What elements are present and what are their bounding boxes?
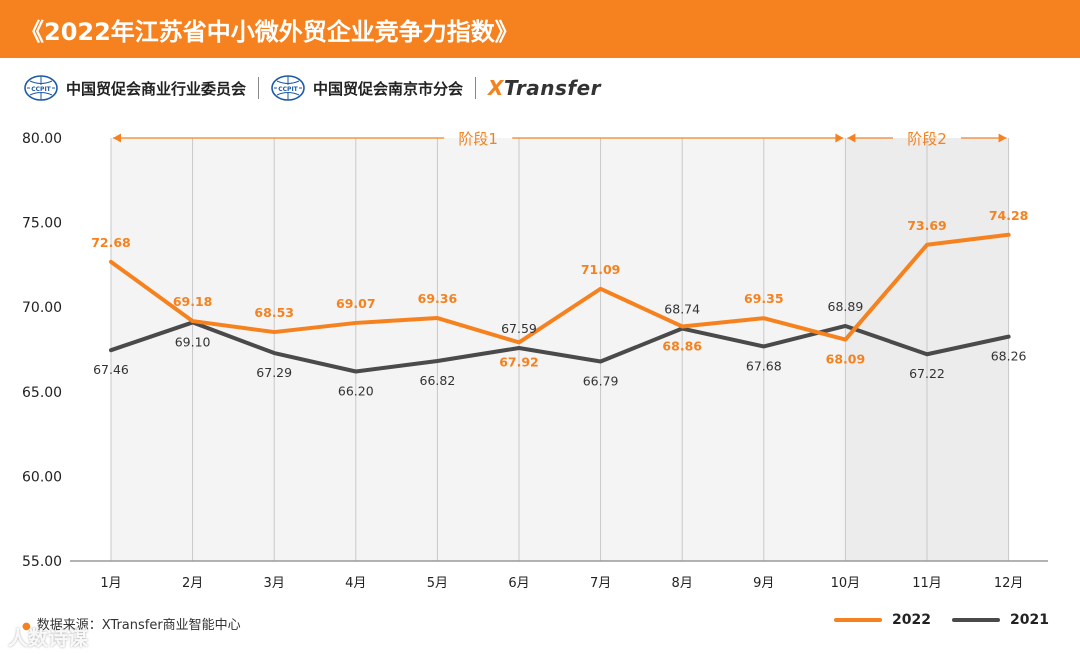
data-label-2021: 67.22 — [909, 366, 945, 381]
stage-2-arrow-left-icon — [847, 133, 856, 143]
org-logo-1: CCPIT 中国贸促会商业行业委员会 — [24, 75, 246, 101]
series-line-2022 — [109, 232, 1011, 345]
stage-1-arrow-left-icon — [113, 133, 121, 143]
legend-label-2021: 2021 — [1010, 612, 1049, 628]
stage-2-arrow-right-icon — [998, 133, 1007, 143]
x-tick-label: 5月 — [427, 576, 448, 591]
xtransfer-logo-x: X — [488, 76, 504, 100]
y-tick-label: 70.00 — [22, 300, 62, 316]
data-label-2022: 69.18 — [173, 294, 213, 309]
logo-divider — [258, 77, 260, 99]
svg-text:CCPIT: CCPIT — [31, 86, 51, 93]
legend-label-2022: 2022 — [892, 612, 931, 628]
title-bar: 《2022年江苏省中小微外贸企业竞争力指数》 — [0, 0, 1080, 58]
data-label-2022: 73.69 — [907, 218, 947, 233]
x-tick-label: 10月 — [831, 576, 861, 591]
y-tick-label: 75.00 — [22, 216, 62, 232]
data-label-2022: 69.35 — [744, 291, 784, 306]
data-label-2022: 71.09 — [581, 262, 621, 277]
data-label-2022: 74.28 — [989, 208, 1029, 223]
data-label-2021: 68.74 — [664, 302, 700, 317]
ccpit-emblem-icon: CCPIT — [24, 75, 58, 101]
org-logo-2: CCPIT 中国贸促会南京市分会 — [271, 75, 463, 101]
data-label-2022: 68.86 — [662, 338, 702, 353]
logo-bar: CCPIT 中国贸促会商业行业委员会 CCPIT 中国贸促会南京市分会 XTra… — [24, 72, 601, 104]
data-label-2022: 72.68 — [91, 235, 131, 250]
data-label-2021: 67.68 — [746, 358, 782, 373]
watermark: 人数诗谋 — [8, 626, 88, 650]
x-tick-label: 7月 — [590, 576, 611, 591]
x-tick-label: 8月 — [672, 576, 693, 591]
series-line-2021 — [109, 320, 1011, 374]
legend-item-2021: 2021 — [952, 612, 1049, 628]
x-tick-label: 6月 — [508, 576, 529, 591]
org-name-2: 中国贸促会南京市分会 — [313, 79, 464, 98]
data-label-2022: 68.53 — [254, 305, 294, 320]
data-label-2022: 69.36 — [418, 291, 458, 306]
bullet-icon: ● — [22, 621, 31, 632]
data-label-2022: 69.07 — [336, 296, 376, 311]
x-tick-label: 3月 — [264, 576, 285, 591]
data-label-2021: 68.89 — [828, 299, 864, 314]
ccpit-emblem-icon: CCPIT — [271, 75, 305, 101]
svg-text:CCPIT: CCPIT — [278, 86, 298, 93]
data-label-2021: 67.46 — [93, 362, 129, 377]
y-tick-label: 60.00 — [22, 469, 62, 485]
x-tick-label: 4月 — [345, 576, 366, 591]
y-tick-label: 55.00 — [22, 554, 62, 570]
org-name-1: 中国贸促会商业行业委员会 — [66, 79, 247, 98]
data-label-2021: 67.29 — [256, 365, 292, 380]
source-text: 数据来源：XTransfer商业智能中心 — [36, 618, 241, 633]
stage-1-label: 阶段1 — [458, 130, 498, 148]
logo-divider — [475, 77, 477, 99]
data-source: ● 数据来源：XTransfer商业智能中心 — [22, 614, 241, 633]
data-label-2021: 66.79 — [583, 374, 619, 389]
y-tick-label: 80.00 — [22, 131, 62, 147]
legend-swatch-2021 — [952, 618, 1000, 622]
data-label-2021: 66.82 — [420, 373, 456, 388]
x-tick-label: 11月 — [912, 576, 942, 591]
x-tick-label: 1月 — [100, 576, 121, 591]
page-title: 《2022年江苏省中小微外贸企业竞争力指数》 — [20, 18, 519, 46]
x-tick-label: 2月 — [182, 576, 203, 591]
stage-1-background — [111, 138, 846, 561]
data-label-2022: 68.09 — [826, 352, 866, 367]
data-label-2021: 69.10 — [175, 334, 211, 349]
legend-swatch-2022 — [834, 618, 882, 622]
stage-2-label: 阶段2 — [907, 130, 947, 148]
data-label-2021: 67.59 — [501, 321, 537, 336]
xtransfer-logo: XTransfer — [488, 76, 601, 100]
x-tick-label: 9月 — [753, 576, 774, 591]
y-tick-label: 65.00 — [22, 385, 62, 401]
data-label-2021: 68.26 — [991, 349, 1027, 364]
data-label-2021: 66.20 — [338, 383, 374, 398]
stage-1-arrow-right-icon — [835, 133, 844, 143]
data-label-2022: 67.92 — [499, 354, 539, 369]
legend-item-2022: 2022 — [834, 612, 931, 628]
xtransfer-logo-text: Transfer — [503, 76, 602, 100]
x-tick-label: 12月 — [994, 576, 1024, 591]
